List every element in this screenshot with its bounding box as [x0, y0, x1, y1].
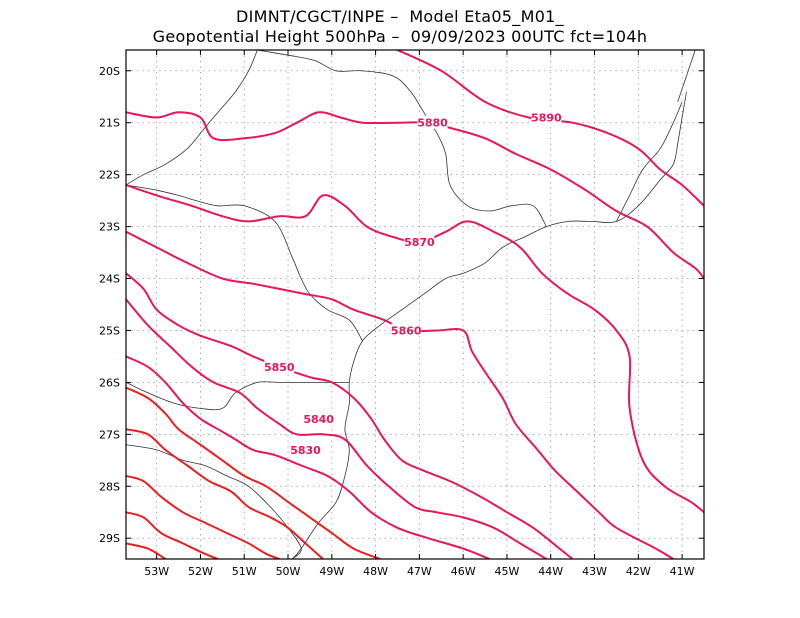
- contour-label-bg: [404, 235, 435, 249]
- x-tick-label: 48W: [363, 565, 388, 578]
- state-border: [126, 184, 363, 342]
- gridlines: [126, 50, 704, 559]
- boundaries: [126, 50, 696, 559]
- x-tick-label: 49W: [319, 565, 344, 578]
- state-border: [126, 50, 258, 186]
- contour-label-bg: [264, 359, 295, 373]
- state-border: [126, 444, 302, 559]
- x-tick-label: 53W: [144, 565, 169, 578]
- x-tick-label: 44W: [538, 565, 563, 578]
- contour-5790: [126, 511, 219, 559]
- y-tick-label: 23S: [99, 221, 120, 234]
- contour-label-bg: [290, 442, 321, 456]
- contour-5860: [126, 230, 674, 559]
- state-border: [257, 50, 547, 227]
- contour-label-5860: 5860: [391, 324, 422, 337]
- axis-ticks: 53W 52W 51W 50W 49W 48W 47W 46W 45W 44W 43W 42W 41W 2…: [99, 50, 704, 578]
- contour-label-5880: 5880: [417, 117, 448, 130]
- y-tick-label: 22S: [99, 169, 120, 182]
- contour-5850: [126, 272, 574, 559]
- x-tick-label: 43W: [582, 565, 607, 578]
- y-tick-label: 27S: [99, 428, 120, 441]
- contour-label-5850: 5850: [264, 361, 295, 374]
- state-border: [616, 101, 683, 222]
- contour-5880: [126, 111, 704, 280]
- contour-label-5840: 5840: [303, 413, 334, 426]
- y-tick-label: 24S: [99, 273, 120, 286]
- contour-5800: [126, 474, 280, 559]
- y-tick-label: 28S: [99, 480, 120, 493]
- x-tick-label: 52W: [188, 565, 213, 578]
- contour-label-bg: [391, 323, 422, 337]
- contour-label-bg: [531, 110, 562, 124]
- state-border: [126, 381, 350, 411]
- contour-5780: [126, 542, 166, 559]
- contour-label-5830: 5830: [290, 444, 321, 457]
- chart-title-line1: DIMNT/CGCT/INPE – Model Eta05_M01_: [236, 7, 564, 26]
- contour-5870: [126, 184, 704, 514]
- contour-labels: 5890 5880 5870 5860 5850 5840 5830: [264, 110, 562, 457]
- contour-5830: [126, 355, 490, 559]
- chart-title-line2: Geopotential Height 500hPa – 09/09/2023 …: [152, 27, 648, 46]
- x-tick-label: 41W: [670, 565, 695, 578]
- y-tick-label: 29S: [99, 532, 120, 545]
- y-tick-label: 26S: [99, 376, 120, 389]
- contour-5840: [126, 298, 547, 559]
- contour-label-5870: 5870: [404, 236, 435, 249]
- contour-label-5890: 5890: [531, 112, 562, 125]
- y-tick-label: 21S: [99, 117, 120, 130]
- x-tick-label: 47W: [407, 565, 432, 578]
- x-tick-label: 46W: [451, 565, 476, 578]
- state-border: [677, 50, 696, 103]
- plot-frame: [125, 49, 705, 560]
- contour-label-bg: [303, 411, 334, 425]
- contours: [126, 50, 704, 559]
- contour-5890: [397, 50, 704, 207]
- x-tick-label: 42W: [626, 565, 651, 578]
- contour-5810: [126, 428, 324, 559]
- x-tick-label: 51W: [232, 565, 257, 578]
- y-tick-label: 25S: [99, 324, 120, 337]
- contour-label-bg: [417, 115, 448, 129]
- x-tick-label: 45W: [495, 565, 520, 578]
- x-tick-label: 50W: [276, 565, 301, 578]
- contour-5820: [126, 386, 381, 559]
- coastline: [292, 91, 687, 559]
- y-tick-label: 20S: [99, 65, 120, 78]
